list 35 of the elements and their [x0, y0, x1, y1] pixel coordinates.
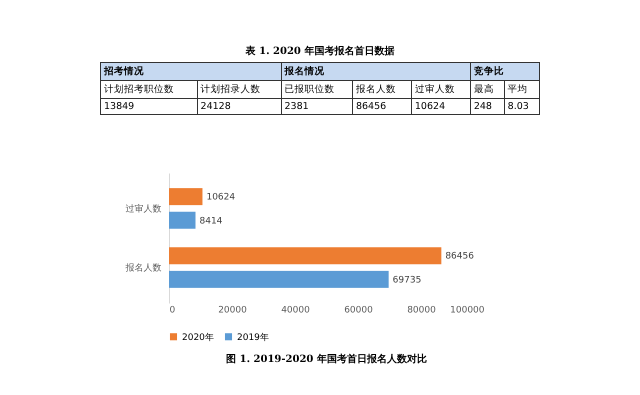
text: 86456: [352, 98, 412, 114]
data-label: 8414: [200, 216, 223, 226]
x-tick-label: 60000: [344, 306, 374, 316]
text: 图 1. 2019-2020 年国考首日报名人数对比: [226, 353, 427, 365]
data-label: 86456: [445, 252, 474, 262]
text: 计划招录人数: [197, 80, 282, 98]
legend-label: 2019年: [237, 332, 269, 343]
text: 表 1. 2020 年国考报名首日数据: [244, 44, 396, 58]
text: 2381: [281, 98, 352, 114]
x-tick-label: 20000: [218, 306, 248, 316]
bar: [169, 270, 389, 288]
text: 竞争比: [470, 62, 540, 80]
text: 报名人数: [352, 80, 412, 98]
text: 计划招考职位数: [100, 80, 198, 98]
data-label: 69735: [392, 275, 422, 286]
text: 报名情况: [281, 62, 470, 80]
text: 10624: [411, 98, 470, 114]
bar: [169, 188, 202, 206]
text: 248: [470, 98, 504, 114]
text: 24128: [197, 98, 282, 114]
text: 13849: [100, 98, 198, 114]
data-label: 10624: [206, 192, 236, 203]
x-tick-label: 100000: [450, 306, 485, 316]
bar: [169, 247, 442, 264]
legend-label: 2020年: [182, 332, 214, 343]
x-tick-label: 0: [170, 306, 176, 316]
text: 最高: [470, 80, 504, 98]
text: 过审人数: [411, 80, 470, 98]
x-tick-label: 40000: [281, 306, 310, 316]
text: 已报职位数: [281, 80, 352, 98]
text: 平均: [504, 80, 540, 98]
text: 8.03: [504, 98, 540, 114]
text: 招考情况: [100, 62, 282, 80]
x-tick-label: 80000: [407, 306, 436, 316]
bar: [169, 212, 196, 229]
